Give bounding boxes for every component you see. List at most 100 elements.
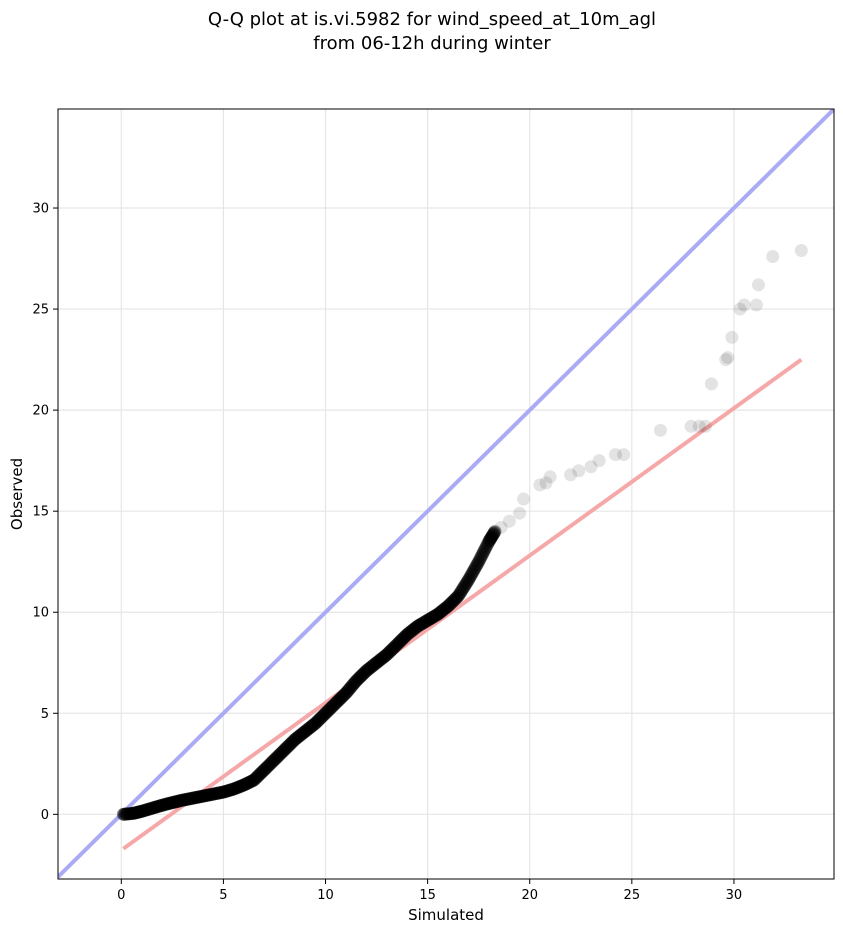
data-point [405, 623, 419, 637]
data-point [241, 776, 255, 790]
data-point [133, 805, 147, 819]
data-point [479, 541, 493, 555]
data-point [592, 454, 606, 468]
data-point [159, 797, 173, 811]
y-axis: 0 5 10 15 20 25 30 [32, 202, 58, 823]
data-point [282, 739, 296, 753]
data-point [191, 790, 205, 804]
data-point [374, 653, 388, 667]
data-point [259, 761, 273, 775]
data-point [307, 717, 321, 731]
data-point [123, 807, 137, 821]
data-point [445, 595, 459, 609]
data-point [692, 419, 706, 433]
data-point [411, 619, 425, 633]
data-point [423, 612, 437, 626]
data-point [116, 807, 130, 821]
data-point [465, 567, 479, 581]
data-point [737, 298, 751, 312]
data-point [417, 616, 431, 630]
data-point [209, 787, 223, 801]
data-point [352, 671, 366, 685]
data-point [254, 766, 268, 780]
data-point [453, 586, 467, 600]
data-point [608, 448, 622, 462]
data-point [794, 243, 808, 257]
data-point [150, 800, 164, 814]
data-point [190, 790, 204, 804]
data-point [513, 506, 527, 520]
data-point [336, 689, 350, 703]
data-point [249, 771, 263, 785]
plot-frame [57, 108, 835, 880]
data-point [470, 558, 484, 572]
data-point [428, 609, 442, 623]
data-point [384, 644, 398, 658]
data-point [130, 806, 144, 820]
data-point [205, 787, 219, 801]
data-point [354, 669, 368, 683]
data-point [436, 603, 450, 617]
data-point [401, 627, 415, 641]
data-point [326, 699, 340, 713]
data-point [195, 789, 209, 803]
data-point [197, 789, 211, 803]
data-point [431, 607, 445, 621]
data-point [125, 807, 139, 821]
data-point [564, 468, 578, 482]
data-point [169, 795, 183, 809]
data-point [275, 746, 289, 760]
data-point [488, 524, 502, 538]
data-point [452, 587, 466, 601]
data-point [373, 653, 387, 667]
data-point [230, 781, 244, 795]
data-point [347, 676, 361, 690]
data-point [171, 794, 185, 808]
data-point [297, 725, 311, 739]
data-point [482, 533, 496, 547]
data-point [203, 788, 217, 802]
data-point [295, 727, 309, 741]
data-point [353, 670, 367, 684]
data-point [258, 762, 272, 776]
data-point [200, 788, 214, 802]
y-tick-label: 15 [32, 505, 49, 520]
data-point [396, 632, 410, 646]
data-point [233, 780, 247, 794]
data-point [365, 659, 379, 673]
data-point [310, 714, 324, 728]
data-point [232, 780, 246, 794]
data-point [338, 687, 352, 701]
data-point [462, 571, 476, 585]
data-point [179, 793, 193, 807]
data-point [287, 734, 301, 748]
data-point [266, 754, 280, 768]
y-tick-label: 10 [32, 606, 49, 621]
data-point [327, 698, 341, 712]
data-point [288, 733, 302, 747]
data-point [391, 637, 405, 651]
data-point [653, 423, 667, 437]
data-point [450, 590, 464, 604]
data-point [317, 707, 331, 721]
data-point [721, 351, 735, 365]
data-point [296, 726, 310, 740]
data-point [155, 798, 169, 812]
data-point [409, 620, 423, 634]
data-point [188, 791, 202, 805]
x-tick-label: 0 [117, 888, 125, 903]
data-point [427, 610, 441, 624]
data-point [154, 799, 168, 813]
data-point [139, 803, 153, 817]
x-tick-label: 25 [624, 888, 641, 903]
data-point [372, 654, 386, 668]
data-point [202, 788, 216, 802]
data-point [240, 777, 254, 791]
data-point [321, 704, 335, 718]
data-point [153, 799, 167, 813]
data-point [216, 785, 230, 799]
data-point [237, 778, 251, 792]
data-point [260, 760, 274, 774]
data-point [382, 646, 396, 660]
data-point [461, 573, 475, 587]
